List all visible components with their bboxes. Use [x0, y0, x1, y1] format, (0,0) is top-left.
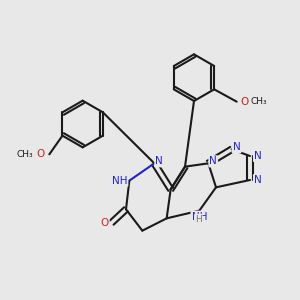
Text: O: O [36, 149, 44, 159]
Text: N: N [233, 142, 240, 152]
Text: NH: NH [112, 176, 127, 186]
Text: N: N [155, 156, 163, 166]
Text: N: N [254, 175, 262, 185]
Text: CH₃: CH₃ [251, 97, 267, 106]
Text: H: H [195, 215, 202, 224]
Text: CH₃: CH₃ [17, 150, 33, 159]
Text: N: N [254, 151, 262, 161]
Text: O: O [100, 218, 109, 228]
Text: NH: NH [192, 212, 207, 222]
Text: N: N [209, 156, 217, 166]
Text: O: O [241, 97, 249, 107]
